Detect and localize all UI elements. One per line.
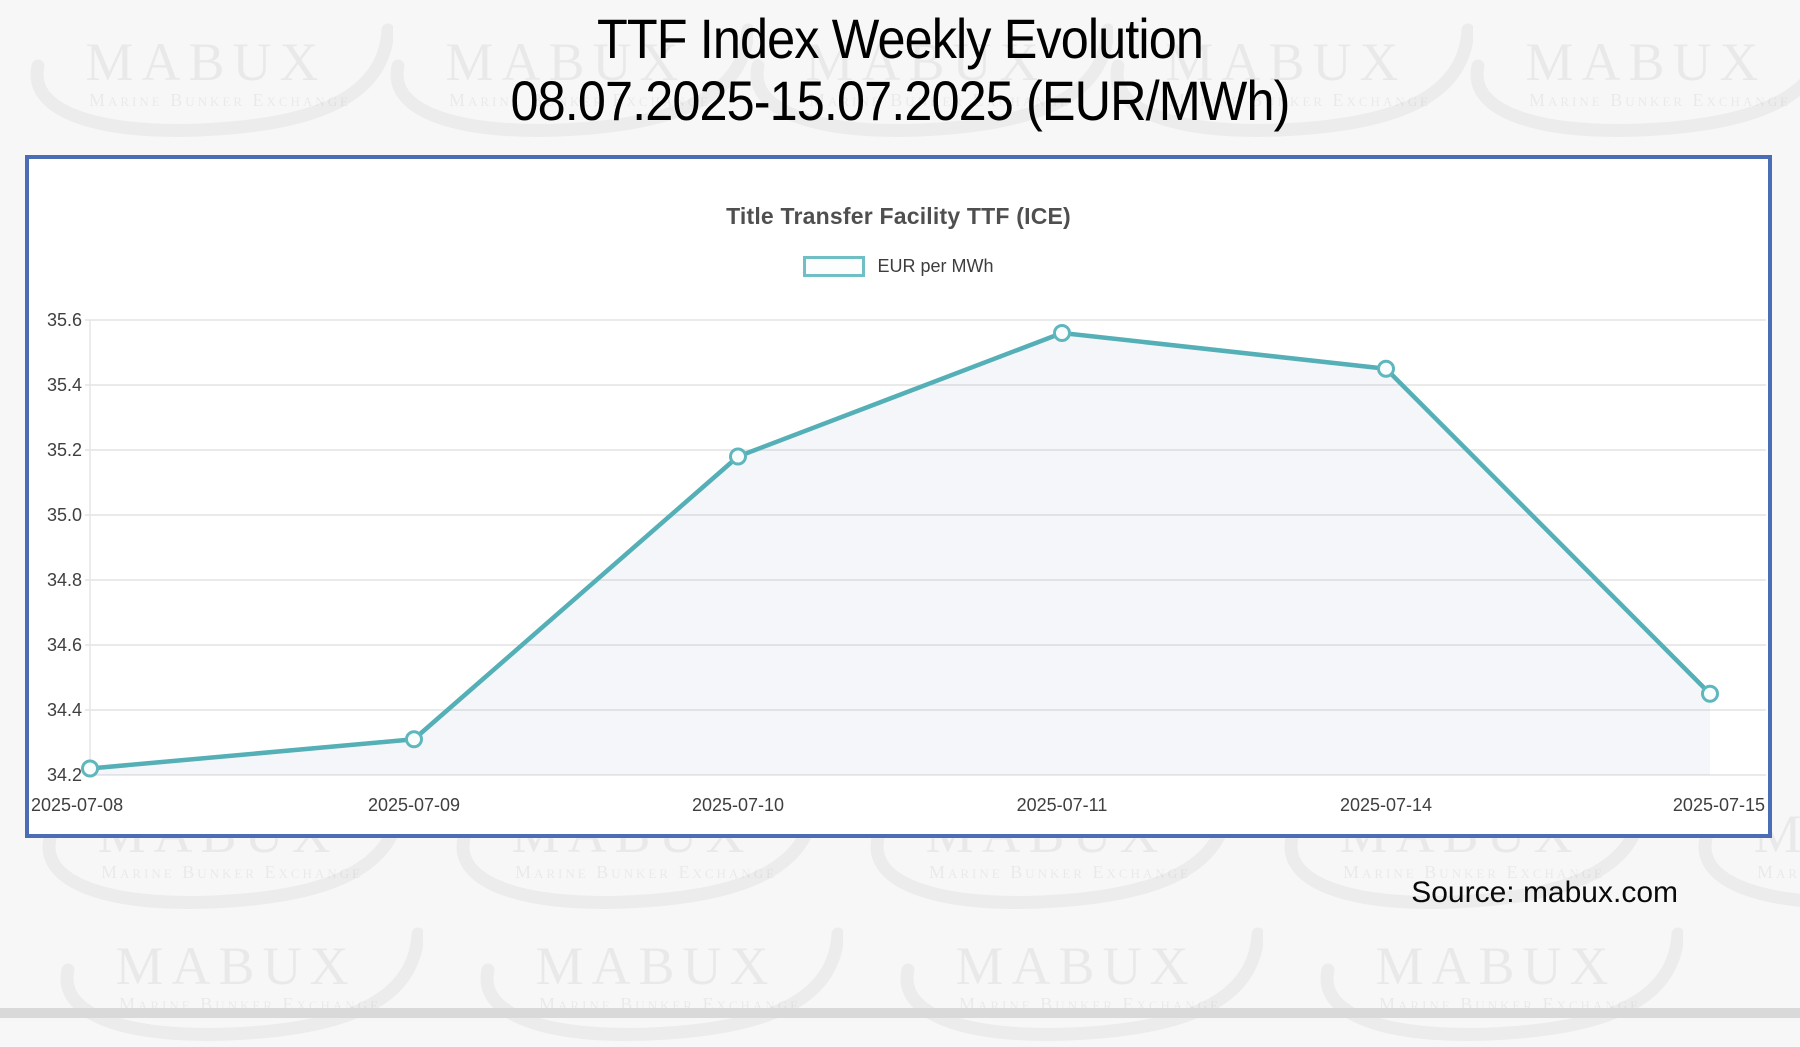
watermark-tagline: Marine Bunker Exchange [515,862,777,882]
watermark-tagline: Marine Bunker Exchange [101,862,363,882]
watermark-brand: MABUX [445,32,686,92]
chart-plot: 34.2 34.4 34.6 34.8 35.0 35.2 35.4 35.6 2025-07-… [31,310,1766,815]
watermark-swoosh-icon [390,23,753,137]
watermark-swoosh-icon [1698,831,1800,907]
watermark-tagline: Marine Bunker Exchange [809,90,1071,110]
x-tick-label: 2025-07-10 [692,795,784,815]
bottom-edge-strip [0,1008,1800,1018]
x-tick-label: 2025-07-15 [1673,795,1765,815]
series-area [90,333,1710,775]
chart-legend: EUR per MWh [29,256,1768,277]
legend-swatch [803,256,866,277]
watermark-brand: MABUX [115,936,356,996]
watermark-swoosh-icon [30,23,393,137]
watermark-tagline: Marine Bunker Exchange [449,90,711,110]
watermark-tagline: Marine Bunker Exchange [1169,90,1431,110]
data-point-marker [1053,324,1071,342]
x-tick-label: 2025-07-08 [31,795,123,815]
watermark-brand: MABUX [1165,32,1406,92]
watermark-tagline: Marine Bunker Exchange [1529,90,1791,110]
watermark-tagline: Marine Bunker Exchange [1343,862,1605,882]
data-point-marker [729,447,747,466]
chart-panel: Title Transfer Facility TTF (ICE) EUR pe… [25,155,1772,838]
watermark-tagline: Marine Bunker Exchange [89,90,351,110]
watermark-swoosh-icon [1470,59,1800,137]
watermark-brand: MABUX [1525,32,1766,92]
watermark-swoosh-icon [1110,23,1473,137]
watermark-brand: MABUX [805,32,1046,92]
watermark-swoosh-icon [870,795,1233,909]
legend-label: EUR per MWh [877,256,994,276]
page-title: TTF Index Weekly Evolution 08.07.2025-15… [90,8,1710,132]
data-point-marker [1701,684,1719,703]
y-tick-label: 35.2 [47,440,82,460]
watermark-brand: MABUX [955,936,1196,996]
y-tick-label: 34.4 [47,700,82,720]
page-title-line2: 08.07.2025-15.07.2025 (EUR/MWh) [510,69,1291,132]
watermark-tagline: Marine Bunker Exchange [1757,862,1800,882]
watermark-layer: MABUX Marine Bunker Exchange MABUX Marine B… [28,8,1800,1041]
y-tick-label: 35.6 [47,310,82,330]
watermark-swoosh-icon [750,23,1113,137]
page-title-line1: TTF Index Weekly Evolution [597,7,1204,70]
data-point-marker [405,730,423,749]
y-tick-label: 34.6 [47,635,82,655]
watermark-swoosh-icon [42,795,405,909]
watermark-tagline: Marine Bunker Exchange [929,862,1191,882]
watermark-brand: MABUX [1375,936,1616,996]
source-caption: Source: mabux.com [1411,876,1678,909]
watermark-brand: MABUX [85,32,326,92]
watermark-swoosh-icon [456,795,819,909]
series-line [87,330,1713,771]
data-point-marker [1377,359,1395,378]
x-tick-label: 2025-07-09 [368,795,460,815]
watermark-brand: MABUX [535,936,776,996]
x-tick-label: 2025-07-14 [1340,795,1432,815]
chart-title: Title Transfer Facility TTF (ICE) [726,203,1071,229]
y-tick-label: 34.2 [47,765,82,785]
y-tick-label: 34.8 [47,570,82,590]
x-tick-label: 2025-07-11 [1017,795,1108,815]
y-tick-label: 35.0 [47,505,82,525]
y-tick-label: 35.4 [47,375,82,395]
watermark-swoosh-icon [1284,795,1647,909]
data-point-marker [81,759,99,778]
